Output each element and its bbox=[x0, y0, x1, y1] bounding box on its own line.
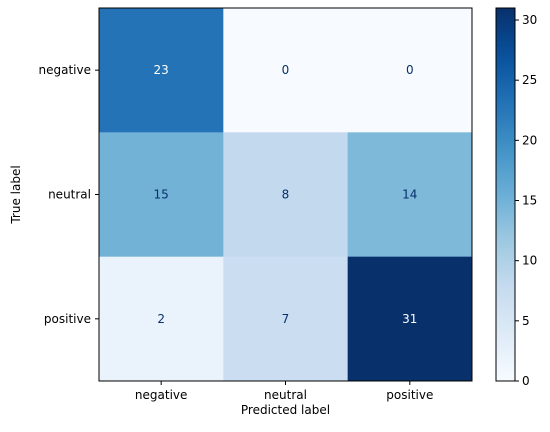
cell-value-label: 0 bbox=[282, 63, 290, 77]
heatmap-cell bbox=[347, 8, 473, 133]
colorbar-tick-label: 10 bbox=[522, 254, 537, 268]
colorbar-tick-label: 5 bbox=[522, 314, 530, 328]
colorbar-tick-label: 0 bbox=[522, 374, 530, 388]
y-tick-label: neutral bbox=[48, 187, 91, 201]
heatmap-cell bbox=[223, 256, 349, 382]
heatmap-cell bbox=[99, 256, 224, 382]
x-tick-label: positive bbox=[386, 388, 433, 402]
heatmap-cells bbox=[99, 8, 473, 382]
cell-value-label: 0 bbox=[406, 63, 414, 77]
x-axis-label: Predicted label bbox=[241, 403, 330, 417]
colorbar bbox=[496, 8, 515, 381]
colorbar-frame bbox=[495, 7, 516, 382]
heatmap-cell bbox=[99, 132, 224, 258]
cell-value-label: 31 bbox=[402, 312, 417, 326]
cell-value-label: 8 bbox=[282, 187, 290, 201]
colorbar-tick-label: 25 bbox=[522, 73, 537, 87]
x-axis-ticks: negative neutral positive bbox=[135, 380, 433, 402]
heatmap-cell bbox=[223, 8, 349, 133]
y-tick-label: negative bbox=[39, 63, 91, 77]
heatmap-cell-labels: 23 0 0 15 8 14 2 7 31 bbox=[154, 63, 418, 326]
heatmap-cell bbox=[347, 132, 473, 258]
cell-value-label: 14 bbox=[402, 187, 417, 201]
y-tick-label: positive bbox=[44, 312, 91, 326]
cell-value-label: 15 bbox=[154, 187, 169, 201]
colorbar-ticks: 0 5 10 15 20 25 30 bbox=[515, 13, 537, 388]
y-axis-ticks: negative neutral positive bbox=[39, 63, 99, 326]
heatmap-cell bbox=[99, 8, 224, 133]
heatmap-cell bbox=[347, 256, 473, 382]
colorbar-tick-label: 15 bbox=[522, 194, 537, 208]
y-axis-label: True label bbox=[9, 165, 23, 224]
cell-value-label: 2 bbox=[157, 312, 165, 326]
heatmap-cell bbox=[223, 132, 349, 258]
x-tick-label: negative bbox=[135, 388, 187, 402]
cell-value-label: 23 bbox=[154, 63, 169, 77]
colorbar-tick-label: 30 bbox=[522, 13, 537, 27]
x-tick-label: neutral bbox=[264, 388, 307, 402]
colorbar-tick-label: 20 bbox=[522, 133, 537, 147]
cell-value-label: 7 bbox=[282, 312, 290, 326]
